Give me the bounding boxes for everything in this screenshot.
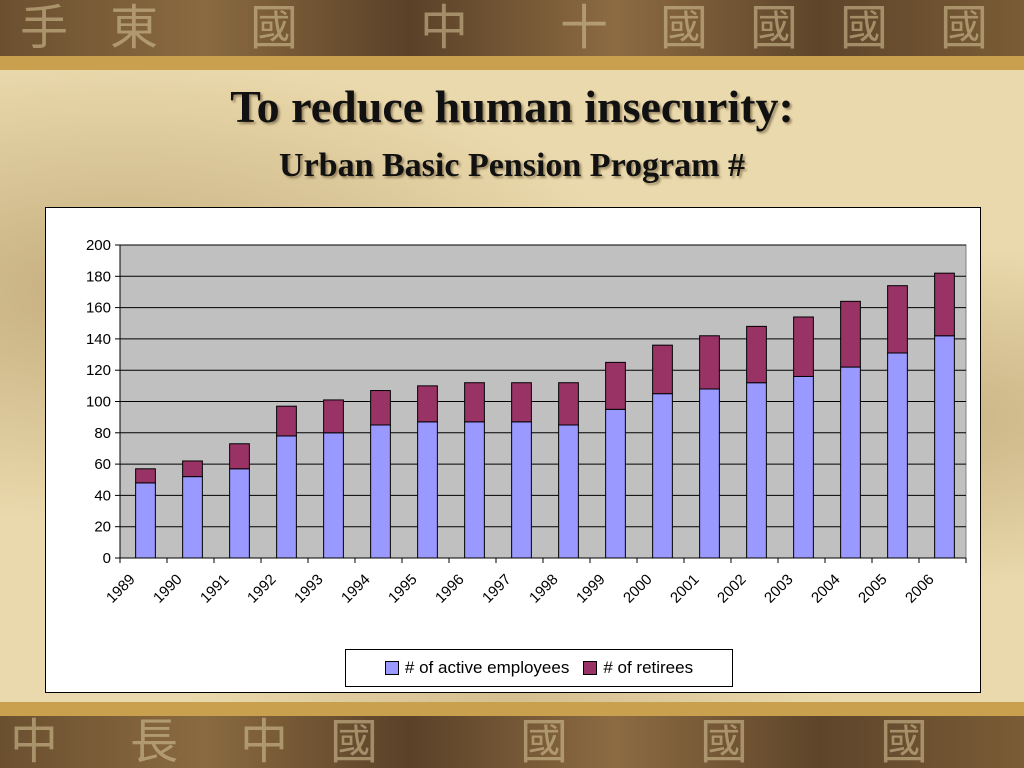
y-tick-label-0: 0 [103, 550, 111, 567]
x-tick-label-2001: 2001 [667, 571, 703, 607]
bar-retirees-1989 [135, 468, 156, 484]
bar-retirees-1993 [323, 399, 344, 434]
x-tick-label-1991: 1991 [197, 571, 233, 607]
decorative-calligraphy-band-top: 手 東 國 中 十 國 國 國 國 [0, 0, 1024, 56]
y-tick-label-120: 120 [86, 362, 111, 379]
bar-active-2004 [840, 366, 861, 559]
x-tick-label-1995: 1995 [385, 571, 421, 607]
bar-retirees-1998 [558, 382, 579, 426]
x-tick-label-2005: 2005 [855, 571, 891, 607]
legend-label-active: # of active employees [404, 658, 570, 677]
bar-retirees-1997 [511, 382, 532, 423]
legend-label-retirees: # of retirees [603, 658, 694, 677]
bar-active-1997 [511, 421, 532, 559]
bar-retirees-1992 [276, 405, 297, 437]
bar-active-1996 [464, 421, 485, 559]
chart-container: 0 20 40 60 80 100 120 140 160 180 200 1989 1990 1991 1… [45, 207, 981, 693]
bar-active-1989 [135, 482, 156, 559]
x-tick-label-2003: 2003 [761, 571, 797, 607]
y-tick-label-100: 100 [86, 394, 111, 411]
y-tick-label-180: 180 [86, 268, 111, 285]
y-tick-label-20: 20 [94, 519, 111, 536]
x-tick-label-1994: 1994 [338, 571, 374, 607]
y-tick-label-160: 160 [86, 300, 111, 317]
bar-active-1991 [229, 468, 250, 559]
legend-item-active-employees: # of active employees [384, 658, 570, 678]
bar-retirees-1991 [229, 443, 250, 470]
legend-item-retirees: # of retirees [583, 658, 693, 678]
x-tick-label-1997: 1997 [479, 571, 515, 607]
bar-retirees-2006 [934, 272, 955, 337]
bar-active-2001 [699, 388, 720, 559]
y-tick-label-200: 200 [86, 237, 111, 254]
bar-retirees-2001 [699, 335, 720, 390]
bar-active-1993 [323, 432, 344, 559]
bar-active-1990 [182, 476, 203, 559]
x-tick-label-1992: 1992 [244, 571, 280, 607]
x-tick-label-2004: 2004 [808, 571, 844, 607]
y-tick-label-80: 80 [94, 425, 111, 442]
decorative-calligraphy-band-bottom: 中 長 中 國 國 國 國 [0, 716, 1024, 768]
bar-active-2000 [652, 393, 673, 559]
y-tick-label-140: 140 [86, 331, 111, 348]
bar-active-1998 [558, 424, 579, 559]
gold-stripe-bottom [0, 702, 1024, 716]
gold-stripe-top [0, 56, 1024, 70]
x-tick-label-1989: 1989 [103, 571, 139, 607]
x-tick-label-1996: 1996 [432, 571, 468, 607]
bar-active-1999 [605, 408, 626, 559]
bar-active-2003 [793, 375, 814, 559]
bar-retirees-1999 [605, 361, 626, 410]
chart-legend: # of active employees # of retirees [345, 649, 733, 687]
y-tick-label-40: 40 [94, 487, 111, 504]
bar-active-2006 [934, 335, 955, 559]
x-tick-label-1998: 1998 [526, 571, 562, 607]
x-tick-label-2000: 2000 [620, 571, 656, 607]
slide-subtitle: Urban Basic Pension Program # [279, 147, 745, 184]
bar-active-2002 [746, 382, 767, 559]
bar-active-1992 [276, 435, 297, 559]
x-tick-label-2002: 2002 [714, 571, 750, 607]
legend-swatch-retirees [583, 661, 598, 675]
bar-retirees-2004 [840, 300, 861, 368]
stacked-bar-chart: 0 20 40 60 80 100 120 140 160 180 200 1989 1990 1991 1… [86, 237, 967, 607]
x-tick-label-1999: 1999 [573, 571, 609, 607]
bar-retirees-1990 [182, 460, 203, 478]
bar-active-1994 [370, 424, 391, 559]
x-tick-label-1993: 1993 [291, 571, 327, 607]
bar-retirees-2002 [746, 325, 767, 384]
bar-retirees-2005 [887, 285, 908, 354]
bar-retirees-1994 [370, 390, 391, 426]
y-tick-label-60: 60 [94, 456, 111, 473]
bar-retirees-1996 [464, 382, 485, 423]
legend-swatch-active [384, 661, 399, 675]
x-tick-label-2006: 2006 [902, 571, 938, 607]
x-tick-label-1990: 1990 [150, 571, 186, 607]
slide-title: To reduce human insecurity: [230, 81, 794, 132]
bar-retirees-2003 [793, 316, 814, 377]
bar-retirees-2000 [652, 344, 673, 395]
bar-retirees-1995 [417, 385, 438, 423]
bar-active-1995 [417, 421, 438, 559]
bar-active-2005 [887, 352, 908, 559]
